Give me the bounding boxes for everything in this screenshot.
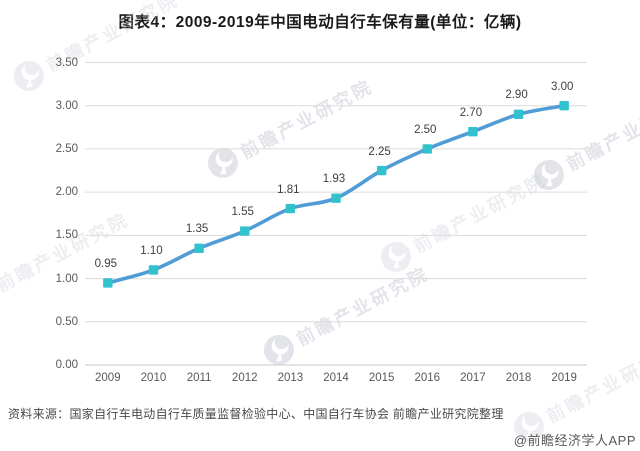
x-tick-label: 2010	[140, 372, 167, 384]
data-point-marker	[194, 243, 204, 254]
y-tick-label: 0.00	[55, 359, 78, 371]
data-point-marker	[148, 265, 159, 275]
x-tick-label: 2017	[460, 372, 486, 384]
y-tick-label: 0.50	[55, 315, 78, 328]
data-point-marker	[376, 165, 387, 176]
data-point-label: 2.50	[414, 123, 437, 136]
data-point-marker	[331, 193, 341, 203]
y-tick-label: 1.00	[55, 272, 78, 285]
y-tick-label: 3.00	[55, 99, 78, 112]
x-tick-label: 2016	[414, 372, 441, 384]
data-point-label: 2.70	[459, 106, 483, 119]
y-tick-label: 1.50	[55, 229, 78, 242]
x-tick-label: 2019	[551, 372, 577, 384]
data-point-marker	[559, 101, 569, 111]
y-tick-label: 2.50	[55, 142, 78, 155]
source-note: 资料来源：国家自行车电动自行车质量监督检验中心、中国自行车协会 前瞻产业研究院整…	[8, 407, 504, 421]
x-tick-label: 2018	[505, 372, 532, 384]
x-tick-label: 2015	[368, 372, 395, 384]
data-point-label: 2.90	[505, 89, 528, 102]
x-tick-label: 2012	[231, 372, 258, 384]
x-tick-label: 2014	[323, 372, 349, 384]
data-point-marker	[513, 109, 524, 120]
data-point-marker	[422, 144, 432, 154]
data-point-label: 1.81	[277, 183, 300, 196]
y-tick-label: 3.50	[55, 56, 78, 69]
data-point-label: 0.95	[94, 257, 118, 270]
data-point-marker	[103, 278, 113, 288]
data-point-label: 2.25	[368, 145, 391, 158]
data-point-label: 1.55	[231, 206, 254, 219]
y-tick-label: 2.00	[55, 186, 78, 199]
data-point-marker	[285, 203, 296, 214]
x-tick-label: 2013	[277, 372, 304, 384]
credit-note: @前瞻经济学人APP	[513, 433, 636, 448]
data-point-label: 3.00	[550, 80, 574, 93]
data-point-label: 1.10	[140, 244, 163, 257]
x-tick-label: 2011	[186, 372, 212, 384]
data-point-marker	[240, 226, 250, 236]
chart-title: 图表4：2009-2019年中国电动自行车保有量(单位：亿辆)	[118, 14, 522, 31]
data-point-label: 1.93	[322, 173, 346, 186]
x-tick-label: 2009	[95, 372, 121, 384]
data-point-label: 1.35	[185, 223, 209, 236]
data-point-marker	[468, 126, 478, 137]
